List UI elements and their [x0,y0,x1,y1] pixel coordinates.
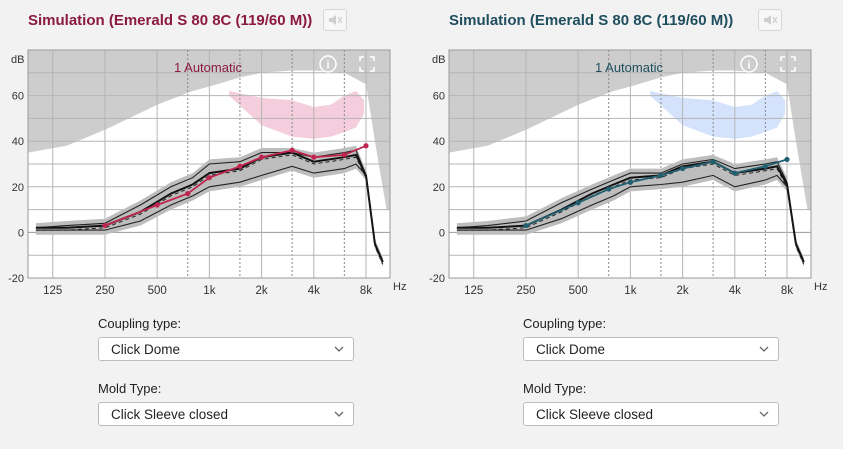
x-axis-unit: Hz [814,281,827,293]
target-point [575,200,581,206]
y-tick-label: 20 [12,182,24,194]
target-point [523,222,529,229]
x-tick-label: 250 [516,285,535,297]
x-tick-label: 125 [43,285,62,297]
gain-chart: dB 60 40 20 0 -20 125 250 500 1k 2k 4k 8k Hz 1 Automat… [8,49,406,297]
mold-type-value: Click Sleeve closed [111,407,229,422]
max-output-region [449,50,811,210]
series-line-lower [35,163,384,263]
target-point [289,147,295,153]
gain-chart: dB 60 40 20 0 -20 125 250 500 1k 2k 4k 8k Hz 1 Automat… [429,49,827,297]
series-line-lower [456,174,805,263]
y-tick-label: -20 [429,273,445,285]
mold-type-value: Click Sleeve closed [536,407,654,422]
response-band [35,145,383,267]
x-axis-unit: Hz [393,281,406,293]
x-tick-label: 1k [624,285,636,297]
x-tick-label: 250 [95,285,114,297]
simulation-panel-left: Simulation (Emerald S 80 8C (119/60 M)) … [0,0,421,449]
target-point [258,154,265,160]
target-point [710,159,716,165]
y-axis-label: dB [11,54,24,66]
mold-type-select[interactable]: Click Sleeve closed [523,402,779,426]
target-point [762,163,768,169]
speaker-icon [329,15,343,25]
chevron-down-icon [334,346,344,352]
target-point [627,179,633,185]
chevron-down-icon [759,411,769,417]
x-tick-label: 2k [677,285,689,297]
target-point [363,143,369,149]
mute-button[interactable] [323,9,347,31]
max-output-region [28,50,390,210]
program-label: 1 Automatic [595,60,663,75]
info-icon [319,55,337,73]
target-point [311,154,317,160]
x-tick-label: 4k [729,285,741,297]
speaker-icon [764,15,778,25]
y-tick-label: 20 [433,182,445,194]
target-point [206,175,212,181]
y-tick-label: 40 [433,136,445,148]
chevron-down-icon [759,346,769,352]
y-tick-label: 60 [433,91,445,103]
x-tick-label: 8k [781,285,793,297]
coupling-type-label: Coupling type: [523,316,607,331]
series-line-dashed [456,163,805,265]
mold-type-label: Mold Type: [98,381,162,396]
y-tick-label: 60 [12,91,24,103]
info-icon [740,55,758,73]
series-line-dashed [35,154,384,265]
target-point [606,186,612,192]
y-tick-label: 0 [439,227,445,239]
x-tick-label: 125 [464,285,483,297]
x-tick-label: 8k [360,285,372,297]
target-point [341,152,347,158]
x-tick-label: 4k [308,285,320,297]
target-point [679,165,686,172]
mpo-band [229,91,365,139]
target-point [784,156,790,163]
coupling-type-value: Click Dome [536,342,606,357]
target-point [102,222,108,229]
mold-type-select[interactable]: Click Sleeve closed [98,402,354,426]
x-tick-label: 500 [148,285,167,297]
mold-type-label: Mold Type: [523,381,587,396]
expand-icon [359,56,375,72]
target-point [154,202,160,208]
x-tick-label: 500 [569,285,588,297]
y-tick-label: 0 [18,227,24,239]
target-point [237,163,243,169]
panel-title: Simulation (Emerald S 80 8C (119/60 M)) [28,12,313,29]
target-point [732,170,738,176]
mpo-band [650,91,786,139]
y-axis-label: dB [432,54,445,66]
coupling-type-value: Click Dome [111,342,181,357]
coupling-type-select[interactable]: Click Dome [98,337,354,361]
series-line-upper [456,158,805,263]
target-line [525,158,788,227]
info-icon-glyph: i [326,60,329,72]
x-tick-label: 1k [203,285,215,297]
mute-button[interactable] [758,9,782,31]
program-label: 1 Automatic [174,60,242,75]
series-line-upper [35,149,384,263]
plot-border [448,49,812,279]
coupling-type-select[interactable]: Click Dome [523,337,779,361]
simulation-panel-right: Simulation (Emerald S 80 8C (119/60 M)) … [421,0,842,449]
target-line [104,144,367,227]
plot-border [27,49,391,279]
expand-icon [780,56,796,72]
x-tick-label: 2k [256,285,268,297]
target-point [658,172,664,178]
y-tick-label: 40 [12,136,24,148]
coupling-type-label: Coupling type: [98,316,182,331]
info-icon-glyph: i [747,60,750,72]
panel-title: Simulation (Emerald S 80 8C (119/60 M)) [449,12,734,29]
chevron-down-icon [334,411,344,417]
target-point [185,191,191,197]
y-tick-label: -20 [8,273,24,285]
